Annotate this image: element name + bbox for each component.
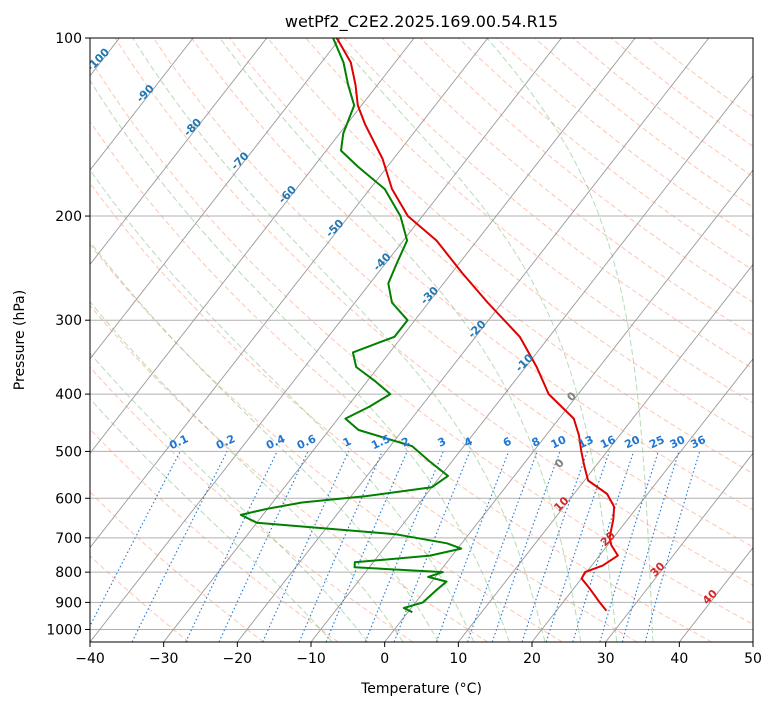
dry-adiabat: [90, 555, 190, 642]
mixing-ratio-line: [621, 451, 680, 642]
mixing-ratio-line: [572, 451, 635, 642]
x-axis-label: Temperature (°C): [360, 681, 482, 697]
isotherm-line: [90, 38, 562, 642]
x-tick-label: −10: [296, 651, 326, 667]
moist-adiabat: [132, 38, 546, 642]
moist-adiabat: [90, 352, 369, 642]
mixing-ratio-label: 25: [647, 433, 666, 451]
x-tick-label: −40: [75, 651, 105, 667]
moist-adiabat: [219, 38, 582, 642]
isotherm-line: [90, 38, 341, 360]
moist-adiabat: [90, 398, 333, 642]
isotherm-line: [90, 38, 489, 549]
moist-adiabat: [90, 240, 439, 642]
x-tick-label: 0: [380, 651, 389, 667]
y-tick-label: 300: [55, 313, 82, 329]
mixing-ratio-line: [599, 451, 659, 642]
dry-adiabat: [114, 38, 753, 586]
chart-title: wetPf2_C2E2.2025.169.00.54.R15: [285, 12, 558, 32]
mixing-ratio-lines: [90, 451, 701, 642]
mixing-ratio-label: 10: [549, 433, 569, 451]
mixing-ratio-label: 36: [689, 433, 709, 451]
mixing-ratio-line: [644, 451, 701, 642]
mixing-ratio-line: [325, 451, 408, 642]
x-tick-label: 20: [523, 651, 541, 667]
x-tick-label: 50: [744, 651, 762, 667]
x-axis-ticks: −40 −30 −20 −10 0 10 20 30 40 50: [75, 642, 762, 667]
x-tick-label: −20: [223, 651, 253, 667]
isotherm-line: [384, 169, 753, 642]
mixing-ratio-label: 20: [623, 433, 643, 451]
isotherm-line: [90, 38, 415, 454]
mixing-ratio-line: [262, 451, 350, 642]
plot-frame: [89, 37, 754, 643]
moist-adiabat: [90, 79, 510, 642]
y-tick-label: 400: [55, 387, 82, 403]
mixing-ratio-line: [435, 451, 510, 642]
mixing-ratio-label: 13: [576, 433, 595, 451]
mixing-ratio-line: [491, 451, 561, 642]
mixing-ratio-line: [393, 451, 471, 642]
isotherm-line: [90, 38, 268, 266]
dry-adiabat: [90, 366, 414, 642]
dry-adiabat: [90, 491, 264, 642]
sounding-profiles: [239, 38, 619, 614]
mixing-ratio-line: [521, 451, 588, 642]
mixing-ratio-line: [466, 451, 538, 642]
isotherm-line: [90, 38, 194, 171]
y-tick-label: 200: [55, 209, 82, 225]
dry-adiabat: [90, 58, 753, 625]
dry-adiabat: [381, 38, 753, 336]
x-tick-label: 30: [597, 651, 615, 667]
dry-adiabat: [343, 38, 753, 370]
y-tick-label: 100: [55, 31, 82, 47]
plot-area: 0.1 0.2 0.4 0.6 1 1.5 2 3 4 6 8 10 13 16 20 25 30 36-100-…: [90, 38, 753, 642]
mixing-ratio-line: [131, 451, 228, 642]
y-tick-label: 900: [55, 595, 82, 611]
y-tick-label: 700: [55, 531, 82, 547]
dry-adiabat: [305, 38, 753, 404]
isotherm-line: [605, 452, 753, 642]
isotherm-line: [163, 38, 636, 642]
isotherm-line: [310, 75, 753, 642]
isotherm-line: [457, 263, 753, 642]
moist-adiabat: [486, 38, 654, 642]
y-tick-label: 1000: [46, 622, 82, 638]
dry-adiabat: [90, 182, 638, 642]
mixing-ratio-line: [364, 451, 444, 642]
dewpoint-profile: [239, 38, 463, 614]
y-tick-label: 500: [55, 444, 82, 460]
temperature-profile: [335, 38, 619, 612]
x-tick-label: −30: [149, 651, 179, 667]
mixing-ratio-label: 30: [668, 433, 688, 451]
y-axis-label: Pressure (hPa): [12, 290, 28, 390]
mixing-ratio-line: [545, 451, 611, 642]
moist-adiabat: [90, 169, 475, 642]
x-tick-label: 10: [449, 651, 467, 667]
dry-adiabat: [90, 120, 712, 642]
y-axis-ticks: 1000 900 800 700 600 500 400 300 200 100: [46, 31, 90, 638]
dry-adiabat: [90, 243, 563, 642]
mixing-ratio-line: [298, 451, 383, 642]
x-tick-label: 40: [670, 651, 688, 667]
y-tick-label: 800: [55, 565, 82, 581]
mixing-ratio-label: 16: [598, 433, 618, 451]
y-tick-label: 600: [55, 491, 82, 507]
isotherm-line: [236, 38, 710, 642]
dry-adiabat: [90, 304, 488, 642]
